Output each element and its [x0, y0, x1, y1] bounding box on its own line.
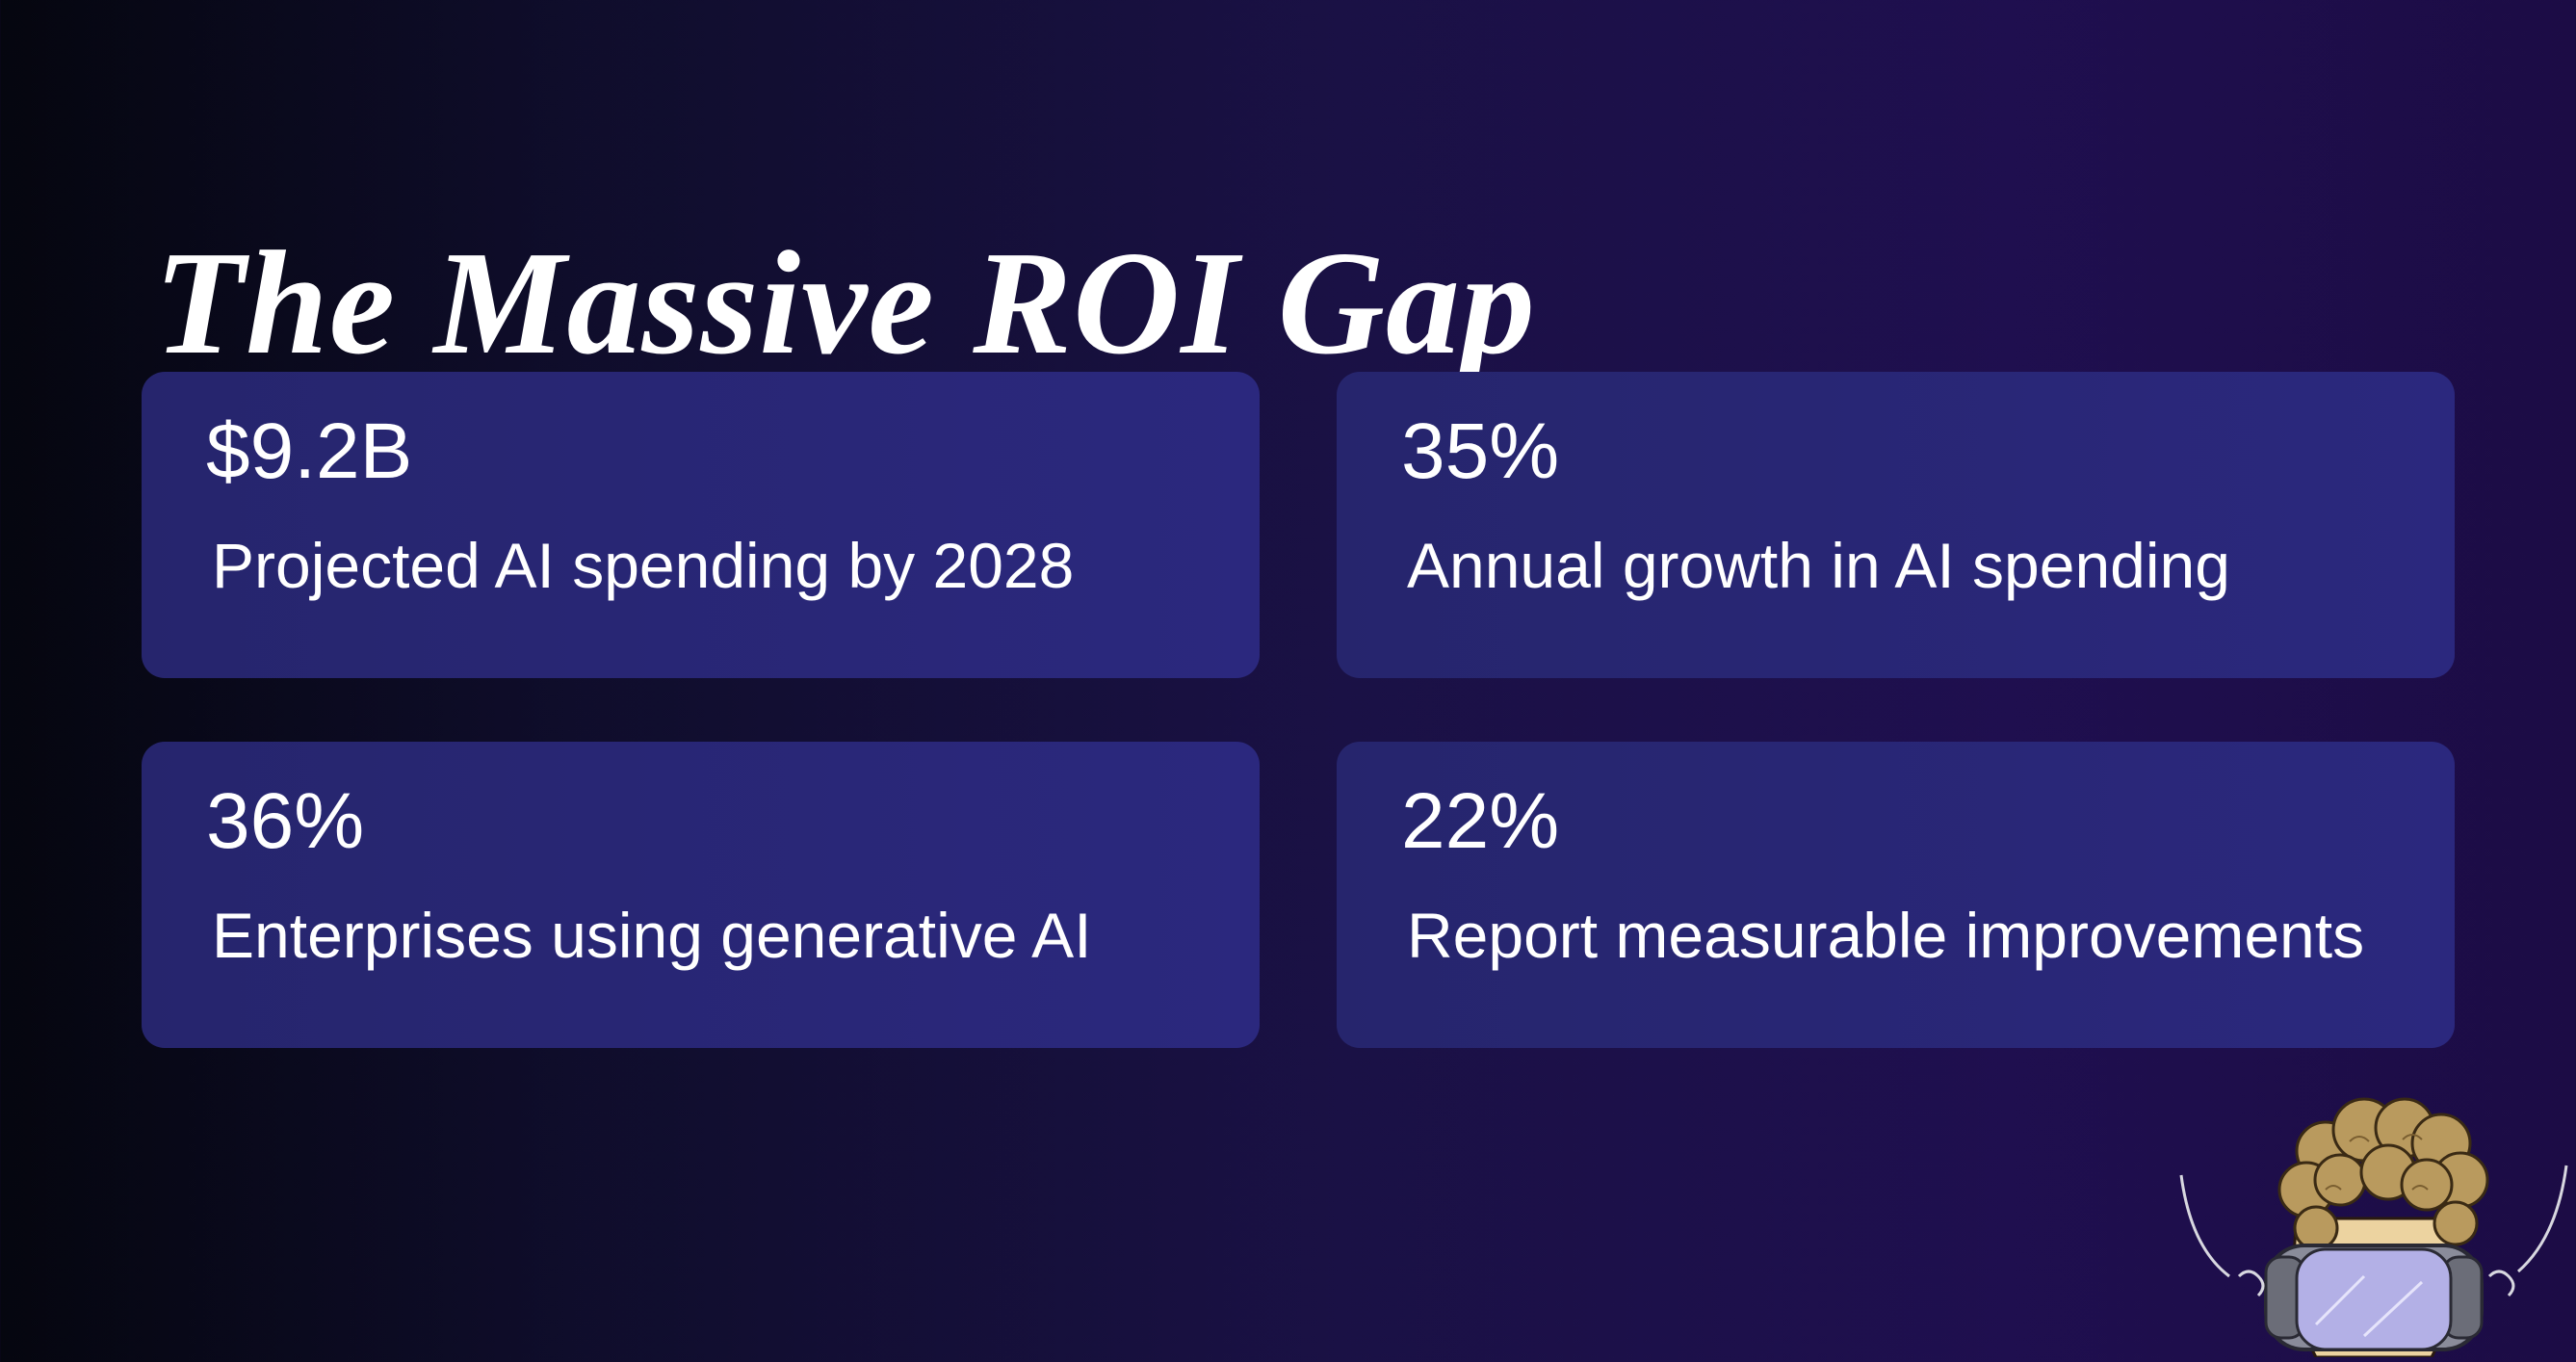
stats-grid: $9.2B Projected AI spending by 2028 35% … — [142, 372, 2457, 1048]
stat-card: 36% Enterprises using generative AI — [142, 742, 1260, 1048]
stat-card: 22% Report measurable improvements — [1337, 742, 2455, 1048]
page-title: The Massive ROI Gap — [154, 222, 1536, 386]
stat-value: 22% — [1401, 777, 1560, 865]
stat-value: 36% — [206, 777, 365, 865]
stat-card: 35% Annual growth in AI spending — [1337, 372, 2455, 678]
stat-description: Enterprises using generative AI — [212, 900, 1092, 971]
stat-description: Report measurable improvements — [1407, 900, 2365, 971]
vr-headset-character-icon — [2172, 1084, 2576, 1359]
stat-card: $9.2B Projected AI spending by 2028 — [142, 372, 1260, 678]
stat-description: Annual growth in AI spending — [1407, 530, 2230, 601]
stat-value: $9.2B — [206, 407, 413, 495]
stat-value: 35% — [1401, 407, 1560, 495]
stat-description: Projected AI spending by 2028 — [212, 530, 1075, 601]
